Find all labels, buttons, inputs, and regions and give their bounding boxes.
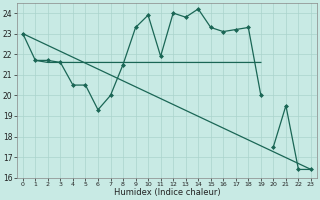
X-axis label: Humidex (Indice chaleur): Humidex (Indice chaleur) xyxy=(114,188,220,197)
